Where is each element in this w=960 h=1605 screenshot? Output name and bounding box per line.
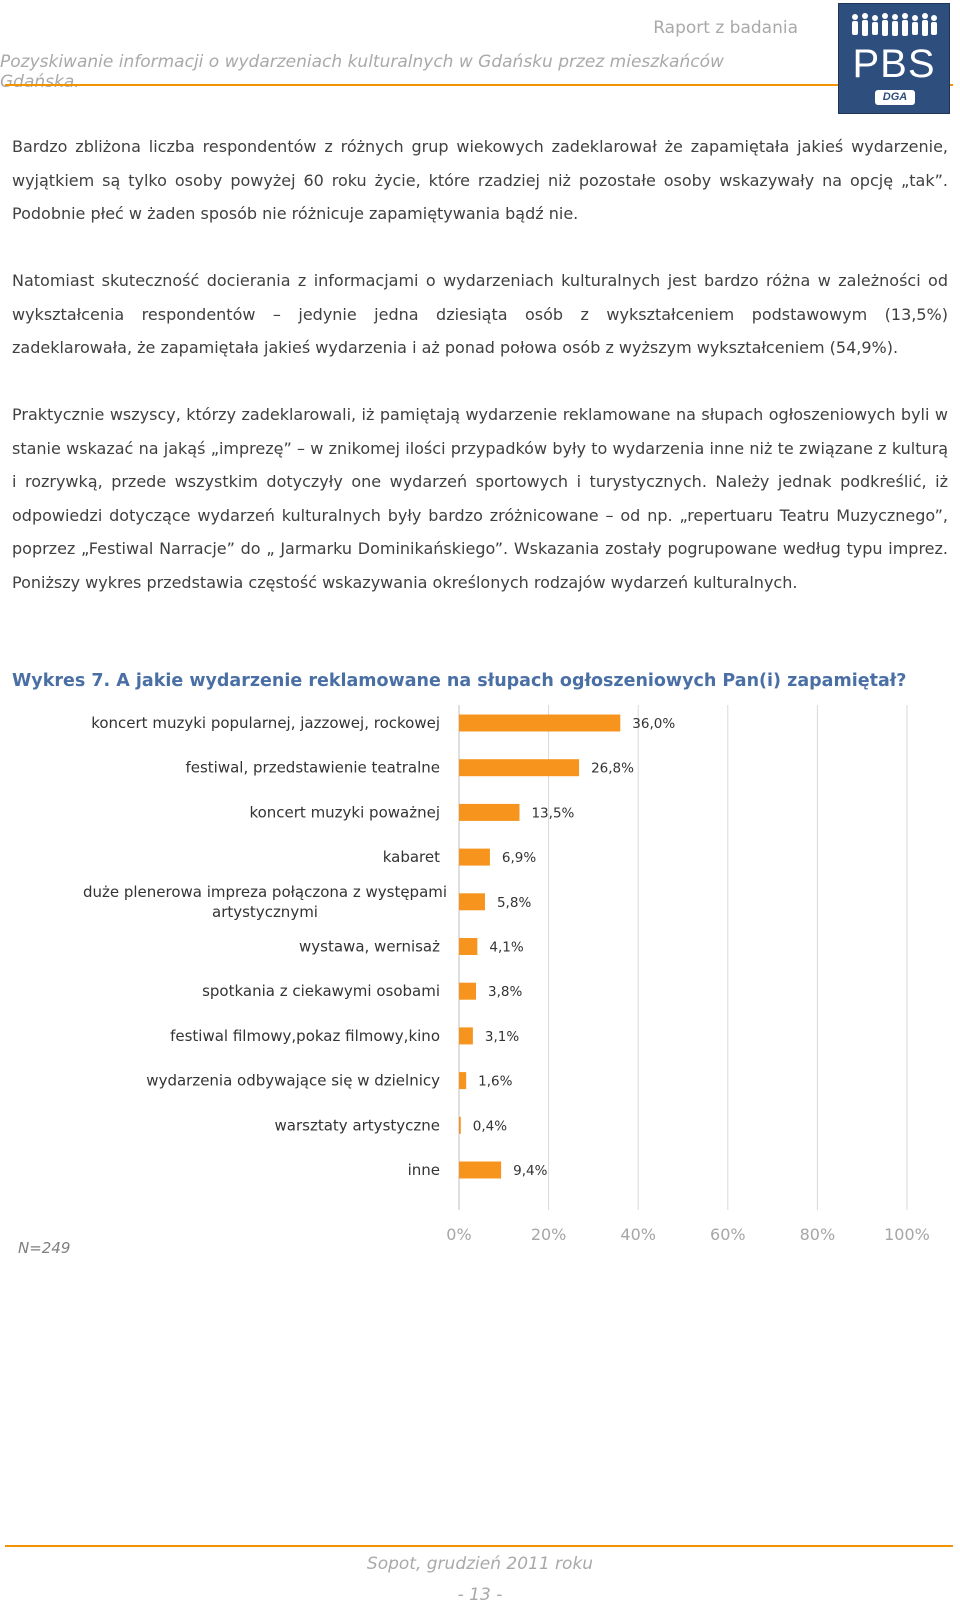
category-label: wydarzenia odbywające się w dzielnicy [146,1072,440,1090]
bar [459,759,580,777]
report-label: Raport z badania [653,18,798,38]
data-label: 13,5% [531,805,574,821]
bar [459,1116,461,1134]
data-label: 1,6% [478,1074,512,1090]
x-tick-label: 100% [884,1225,930,1244]
logo-brand-text: PBS [852,42,936,86]
x-tick-label: 60% [710,1225,746,1244]
report-subtitle: Pozyskiwanie informacji o wydarzeniach k… [0,52,724,92]
bar [459,848,490,866]
pbs-logo: PBS DGA [838,3,950,114]
chart-title: Wykres 7. A jakie wydarzenie reklamowane… [12,671,907,691]
bar [459,803,520,821]
x-tick-label: 80% [800,1225,836,1244]
people-silhouettes-icon [852,13,937,36]
category-label: spotkania z ciekawymi osobami [202,982,440,1000]
category-label: festiwal filmowy,pokaz filmowy,kino [170,1027,440,1045]
bar [459,1027,473,1045]
bar [459,1072,467,1090]
bar [459,938,478,955]
category-label: festiwal, przedstawienie teatralne [185,759,440,777]
data-label: 9,4% [513,1163,547,1179]
data-label: 3,8% [488,984,522,1000]
x-tick-label: 20% [531,1225,567,1244]
bar-chart: koncert muzyki popularnej, jazzowej, roc… [83,705,930,1244]
paragraph-2: Natomiast skuteczność docierania z infor… [12,271,948,357]
paragraph-3: Praktycznie wszyscy, którzy zadeklarowal… [12,405,948,592]
bar [459,1161,502,1179]
data-label: 36,0% [632,716,675,732]
data-label: 5,8% [497,895,531,911]
bar [459,893,485,911]
category-label: kabaret [383,848,440,866]
bar [459,982,477,1000]
data-label: 26,8% [591,761,634,777]
x-tick-label: 0% [446,1225,471,1244]
x-tick-label: 40% [620,1225,656,1244]
data-label: 3,1% [485,1029,519,1045]
category-label: duże plenerowa impreza połączona z wystę… [83,883,447,901]
logo-sub-brand: DGA [875,90,915,105]
category-label: inne [408,1161,440,1179]
page-header: Raport z badania Pozyskiwanie informacji… [0,0,960,114]
category-label: koncert muzyki poważnej [249,803,440,821]
category-label: warsztaty artystyczne [275,1116,440,1134]
footer-place-date: Sopot, grudzień 2011 roku [366,1554,594,1574]
data-label: 6,9% [502,850,536,866]
category-label: artystycznymi [212,903,318,921]
footer-rule [5,1545,953,1547]
sample-size-note: N=249 [18,1239,71,1257]
page-number: - 13 - [457,1585,503,1605]
paragraph-1: Bardzo zbliżona liczba respondentów z ró… [12,137,948,223]
bar [459,714,621,732]
category-label: koncert muzyki popularnej, jazzowej, roc… [91,714,440,732]
header-rule [5,84,953,86]
category-label: wystawa, wernisaż [299,938,440,956]
data-label: 4,1% [489,940,523,956]
data-label: 0,4% [473,1118,507,1134]
